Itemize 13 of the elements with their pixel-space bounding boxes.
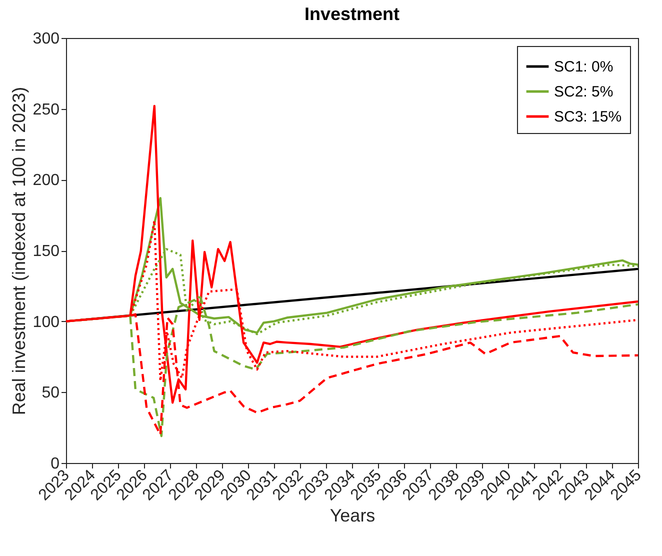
legend-label: SC1: 0% [554,58,614,76]
y-tick-label: 200 [32,172,60,190]
legend-label: SC3: 15% [554,108,622,126]
y-tick-label: 150 [32,243,60,260]
y-tick-label: 0 [50,456,60,472]
x-axis-title: Years [330,505,376,526]
y-axis-title: Real investment (indexed at 100 in 2023) [8,86,29,416]
y-tick-label: 100 [32,314,60,331]
y-tick-label: 250 [32,101,60,118]
legend-label: SC2: 5% [554,84,614,100]
y-tick-label: 300 [32,30,60,48]
chart-title: Investment [304,4,400,24]
y-tick-label: 50 [42,384,60,402]
